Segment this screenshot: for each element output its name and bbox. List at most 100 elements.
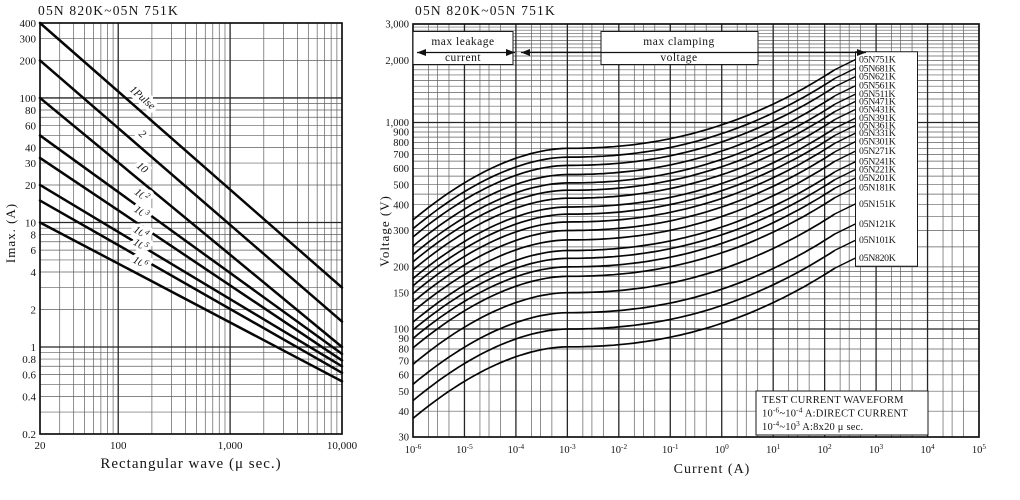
pulse-rating-line [38,221,344,383]
y-tick-label: 20 [25,180,37,192]
y-tick-label: 400 [20,18,37,30]
vi-curve [412,142,836,295]
legend-label: 05N241K [859,157,896,168]
left-axis-ticks: 400300200100806040302010864210.80.60.40.… [20,18,358,452]
vi-curve [412,249,836,402]
y-tick-label: 400 [393,200,409,211]
legend-label: 05N361K [859,120,896,131]
y-tick-label: 2,000 [385,56,409,67]
legend-connector [834,239,857,251]
y-tick-label: 100 [20,93,37,105]
y-tick-label: 3,000 [385,20,409,31]
pulse-rating-line [38,21,344,289]
x-tick-label: 101 [766,442,781,456]
series-label: 10 [134,160,151,177]
vi-curve [412,187,836,340]
y-tick-label: 200 [393,262,409,273]
legend-label: 05N820K [859,253,896,264]
arrowhead-right [506,49,515,56]
y-tick-label: 600 [393,164,409,175]
x-tick-label: 1,000 [218,440,243,452]
x-tick-label: 10-4 [508,442,525,456]
vi-curve [412,171,836,323]
max-leakage-box [412,31,514,65]
pulse-rating-line [38,156,344,362]
x-tick-label: 10,000 [327,440,358,452]
y-tick-label: 800 [393,138,409,149]
y-tick-label: 0.2 [22,429,36,441]
y-tick-label: 0.8 [22,354,36,366]
y-tick-label: 300 [20,33,37,45]
x-tick-label: 103 [869,442,884,456]
left-x-axis-label: Rectangular wave (μ sec.) [100,456,281,472]
y-tick-label: 40 [25,142,37,154]
right-x-axis-label: Current (A) [674,462,751,477]
vi-curve [412,151,836,303]
vi-curve [412,103,836,256]
vi-curve [412,134,836,287]
x-tick-label: 10-1 [662,442,679,456]
right-curves [412,58,857,420]
legend-connector [834,150,857,162]
legend-label: 05N201K [859,173,896,184]
test-waveform-box [755,390,929,436]
plot-border [412,23,980,438]
max-leakage-label: max leakage [431,36,494,48]
legend-connector [834,108,857,121]
y-tick-label: 50 [399,387,410,398]
y-tick-label: 300 [393,226,409,237]
vi-curve [412,160,836,313]
y-tick-label: 100 [393,325,409,336]
vi-curve [412,95,836,247]
y-tick-label: 8 [31,229,37,241]
y-tick-label: 40 [399,407,410,418]
legend-label: 05N121K [859,219,896,230]
y-tick-label: 2 [31,304,37,316]
vi-curve [412,127,836,280]
pulse-rating-line [38,183,344,368]
y-tick-label: 4 [31,267,37,279]
vi-curve [412,178,836,331]
y-tick-label: 6 [31,245,37,257]
legend-label: 05N391K [859,113,896,124]
legend-connector [834,93,857,105]
legend-connector [834,140,857,153]
pulse-rating-line [38,59,344,323]
y-tick-label: 60 [399,370,410,381]
y-tick-label: 30 [399,433,410,444]
pulse-rating-line [38,134,344,356]
left-grid [39,22,343,435]
vi-curve [412,267,836,420]
legend-connector [834,84,857,97]
legend-connector [834,186,857,199]
x-tick-label: 10-5 [456,442,473,456]
x-tick-label: 102 [818,442,833,456]
legend-label: 05N621K [859,72,896,83]
y-tick-label: 1,000 [385,118,409,129]
legend-label: 05N471K [859,96,896,107]
legend-connector [834,100,857,113]
right-annotations: 05N751K05N681K05N621K05N561K05N511K05N47… [412,31,929,436]
max-leakage-label: current [445,52,481,64]
legend-label: 05N151K [859,199,896,210]
plot-border [39,22,343,435]
max-clamping-label: voltage [660,52,697,64]
vi-curve [412,77,836,230]
x-tick-label: 105 [972,442,987,456]
vi-curve [412,118,836,271]
x-tick-label: 104 [920,442,935,456]
x-tick-label: 10-6 [405,442,422,456]
legend-connector [834,67,857,80]
legend-connector [834,177,857,189]
legend-connector [834,117,857,129]
left-chart-title: 05N 820K~05N 751K [38,3,179,18]
test-waveform-text: 10-4~103 A:8x20 μ sec. [762,419,863,433]
y-tick-label: 0.6 [22,369,36,381]
right-y-axis-label: Voltage (V) [377,195,392,267]
legend-box [855,51,918,267]
vi-curve [412,233,836,385]
legend-label: 05N101K [859,235,896,246]
y-tick-label: 90 [399,334,410,345]
